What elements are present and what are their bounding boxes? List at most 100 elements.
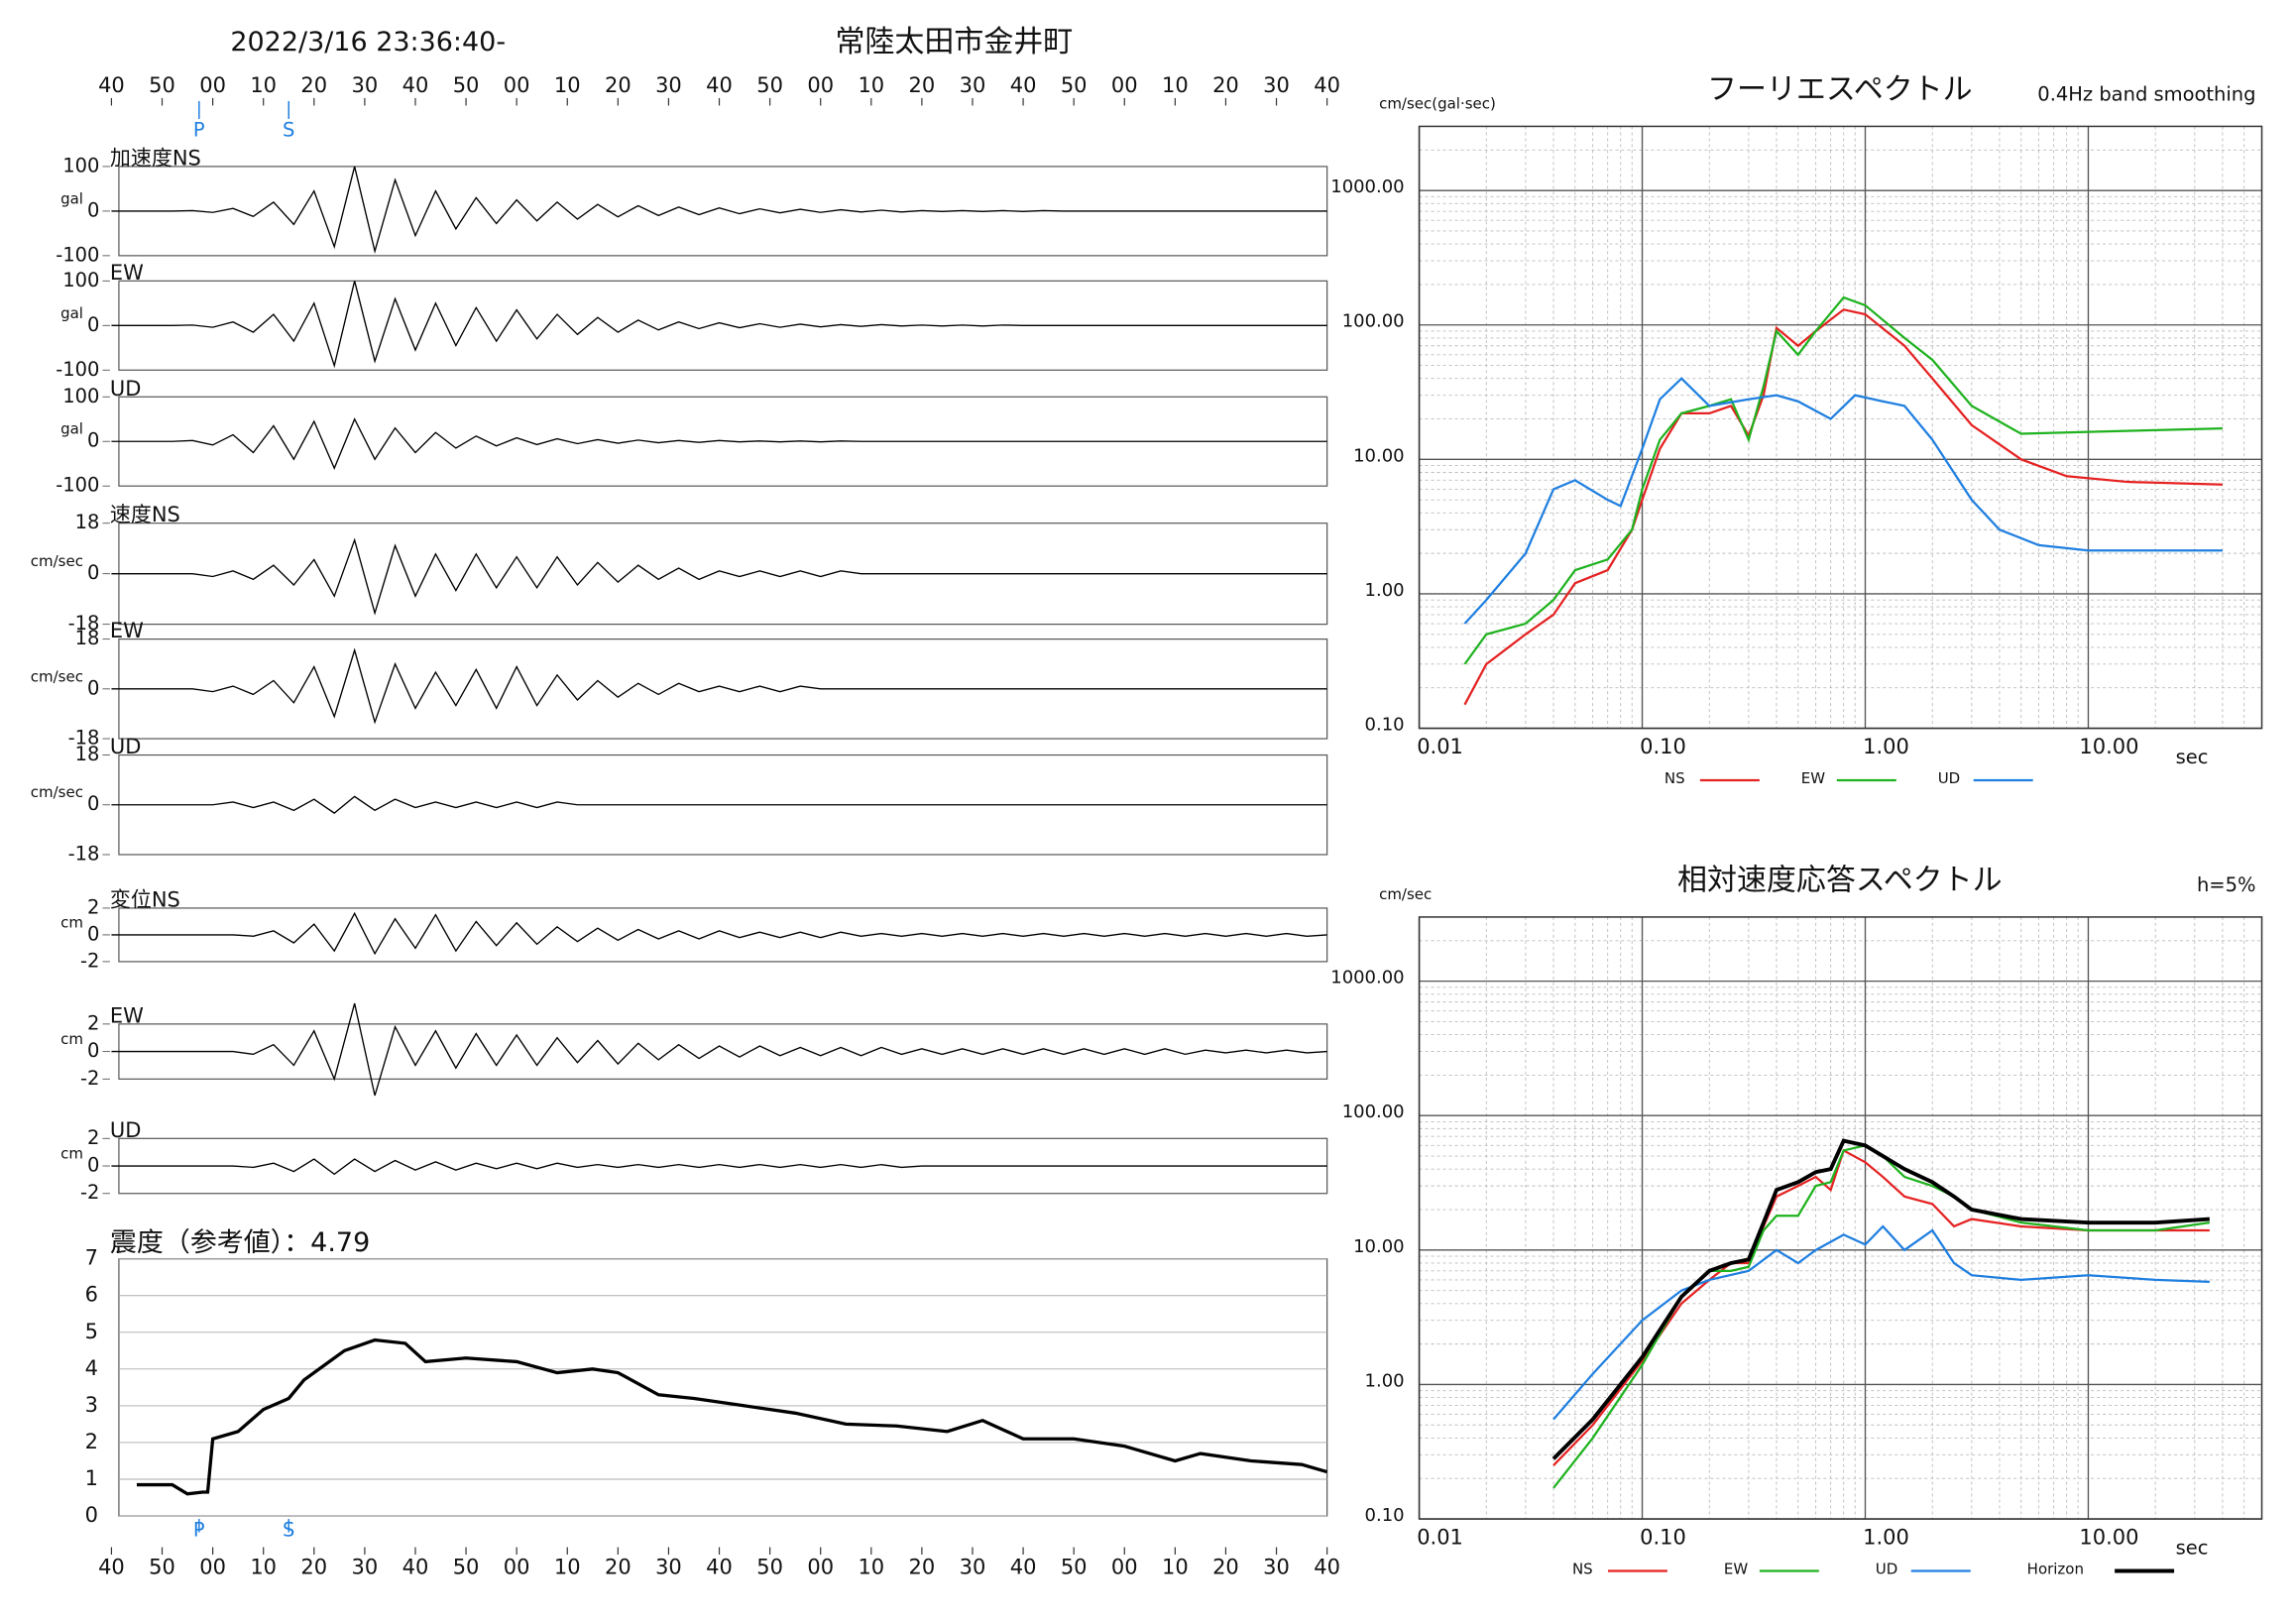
- x-tick-label: 50: [453, 1556, 480, 1579]
- waveform-line: [111, 1002, 1327, 1097]
- x-tick-label: 10: [858, 1556, 884, 1579]
- x-tick-label: 30: [352, 73, 379, 97]
- x-tick-label: 40: [98, 1556, 125, 1579]
- x-tick-label: 50: [756, 1556, 783, 1579]
- y-tick-label: 1000.00: [1330, 968, 1404, 988]
- waveform-line: [111, 537, 1327, 616]
- x-tick-label: 10: [250, 1556, 277, 1579]
- x-tick-label: 10: [858, 73, 884, 97]
- station-name: 常陸太田市金井町: [836, 25, 1074, 59]
- waveform-line: [111, 911, 1327, 956]
- y-tick-label: -2: [80, 1181, 99, 1204]
- x-tick-label: 30: [655, 73, 682, 97]
- y-tick-label: 18: [75, 743, 100, 765]
- x-tick-label: 40: [402, 73, 429, 97]
- x-tick-label: 00: [199, 1556, 226, 1579]
- x-tick-label: 00: [504, 73, 530, 97]
- x-tick-label: 00: [504, 1556, 530, 1579]
- trace-unit: gal: [60, 189, 83, 207]
- y-tick-label: 1.00: [1365, 1370, 1405, 1391]
- y-tick-label: 0: [87, 561, 99, 584]
- spectrum-line: [1551, 1138, 2210, 1460]
- y-axis-label: cm/sec: [1379, 885, 1432, 903]
- legend-label: Horizon: [2027, 1561, 2084, 1578]
- x-tick-label: 0.01: [1417, 735, 1463, 758]
- x-tick-label: 00: [807, 1556, 834, 1579]
- legend-label: UD: [1876, 1561, 1898, 1578]
- spectrum-line: [1552, 1224, 2210, 1421]
- trace-unit: cm: [60, 1030, 83, 1048]
- legend-label: UD: [1938, 769, 1961, 787]
- x-tick-label: 10: [1162, 73, 1189, 97]
- y-tick-label: 0: [87, 429, 99, 452]
- x-tick-label: 00: [1111, 1556, 1138, 1579]
- y-tick-label: 100: [62, 154, 99, 176]
- plot-frame: [1418, 916, 2263, 1520]
- y-tick-label: -18: [68, 727, 100, 750]
- x-tick-label: 40: [1010, 1556, 1037, 1579]
- y-tick-label: 1: [85, 1466, 98, 1490]
- y-tick-label: 0: [87, 1039, 99, 1062]
- y-tick-label: 4: [85, 1356, 98, 1380]
- x-tick-label: 10: [250, 73, 277, 97]
- x-tick-label: 50: [149, 1556, 175, 1579]
- y-tick-label: 0.10: [1365, 715, 1405, 736]
- y-tick-label: 0: [87, 313, 99, 336]
- y-tick-label: 2: [85, 1430, 98, 1453]
- spectrum-title: フーリエスペクトル: [1707, 72, 1973, 107]
- y-tick-label: 5: [85, 1320, 98, 1343]
- phase-label: P: [193, 1519, 205, 1542]
- y-tick-label: -2: [80, 949, 99, 972]
- y-tick-label: 2: [87, 1011, 99, 1034]
- x-tick-label: 10: [554, 73, 581, 97]
- x-axis-label: sec: [2176, 1537, 2209, 1560]
- trace-unit: cm/sec: [31, 552, 83, 570]
- x-tick-label: 00: [1111, 73, 1138, 97]
- x-tick-label: 50: [1061, 73, 1088, 97]
- spectrum-title: 相対速度応答スペクトル: [1677, 863, 2003, 897]
- x-tick-label: 30: [1263, 73, 1290, 97]
- trace-unit: gal: [60, 304, 83, 322]
- trace-unit: cm: [60, 1145, 83, 1163]
- y-tick-label: 100.00: [1342, 311, 1405, 332]
- x-tick-label: 20: [605, 1556, 631, 1579]
- y-tick-label: -100: [56, 474, 99, 497]
- plot-frame: [1418, 125, 2263, 730]
- x-tick-label: 1.00: [1863, 735, 1909, 758]
- x-tick-label: 30: [960, 73, 986, 97]
- y-tick-label: 0: [87, 1154, 99, 1177]
- x-tick-label: 10: [1162, 1556, 1189, 1579]
- x-tick-label: 50: [453, 73, 480, 97]
- y-tick-label: 0: [87, 676, 99, 699]
- trace-name: EW: [110, 619, 144, 642]
- x-tick-label: 10: [554, 1556, 581, 1579]
- legend-label: NS: [1665, 769, 1685, 787]
- y-tick-label: 10.00: [1353, 445, 1404, 466]
- intensity-line: [136, 1337, 1328, 1496]
- x-tick-label: 50: [1061, 1556, 1088, 1579]
- spectrum-note: 0.4Hz band smoothing: [2037, 82, 2255, 105]
- y-tick-label: 18: [75, 511, 100, 533]
- y-tick-label: 100: [62, 269, 99, 291]
- phase-label: S: [283, 1519, 294, 1542]
- record-time: 2022/3/16 23:36:40-: [230, 27, 506, 58]
- trace-name: EW: [110, 1003, 144, 1027]
- spectrum-line: [1463, 377, 2223, 625]
- y-tick-label: 3: [85, 1393, 98, 1417]
- y-tick-label: 0.10: [1365, 1505, 1405, 1526]
- y-tick-label: 100: [62, 385, 99, 407]
- x-tick-label: 20: [300, 1556, 327, 1579]
- trace-name: UD: [110, 377, 141, 401]
- waveform-line: [111, 795, 1327, 814]
- y-tick-label: 0: [87, 922, 99, 945]
- x-tick-label: 30: [655, 1556, 682, 1579]
- x-tick-label: 50: [756, 73, 783, 97]
- y-tick-label: 1000.00: [1330, 176, 1404, 197]
- x-tick-label: 40: [706, 73, 733, 97]
- x-tick-label: 20: [909, 1556, 936, 1579]
- x-tick-label: 0.10: [1640, 1526, 1686, 1550]
- x-tick-label: 40: [402, 1556, 429, 1579]
- spectrum-note: h=5%: [2197, 873, 2256, 896]
